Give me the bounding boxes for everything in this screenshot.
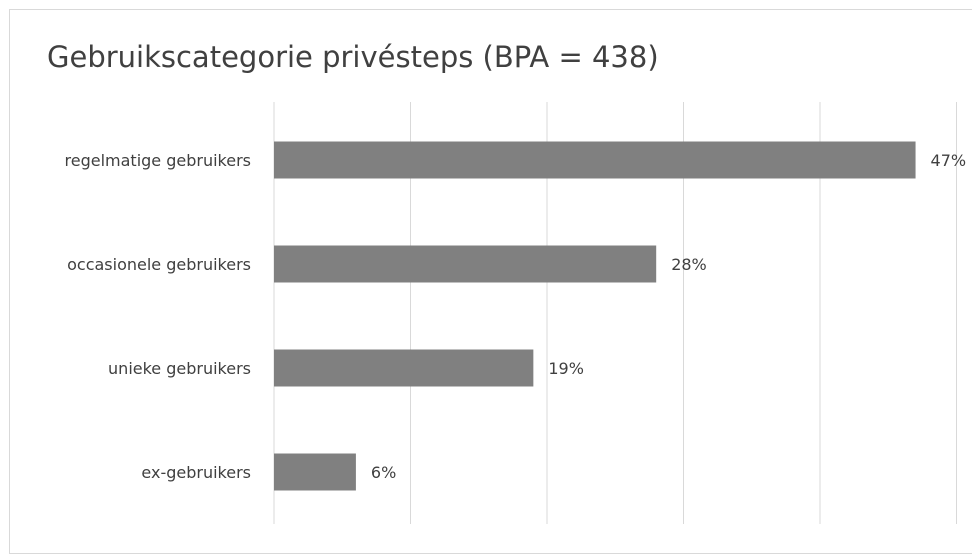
data-labels: 47% 28% 19% 6% [371,151,966,482]
bar [274,141,916,179]
category-label: unieke gebruikers [108,359,251,378]
category-label: regelmatige gebruikers [65,151,251,170]
category-label: occasionele gebruikers [67,255,251,274]
bar [274,245,657,283]
bar [274,349,534,387]
data-label: 19% [548,359,584,378]
chart-title: Gebruikscategorie privésteps (BPA = 438) [47,40,659,74]
category-labels: regelmatige gebruikers occasionele gebrui… [65,151,251,482]
data-label: 6% [371,463,396,482]
data-label: 28% [671,255,707,274]
bars [274,141,916,491]
category-label: ex-gebruikers [141,463,251,482]
data-label: 47% [931,151,967,170]
bar [274,453,356,491]
